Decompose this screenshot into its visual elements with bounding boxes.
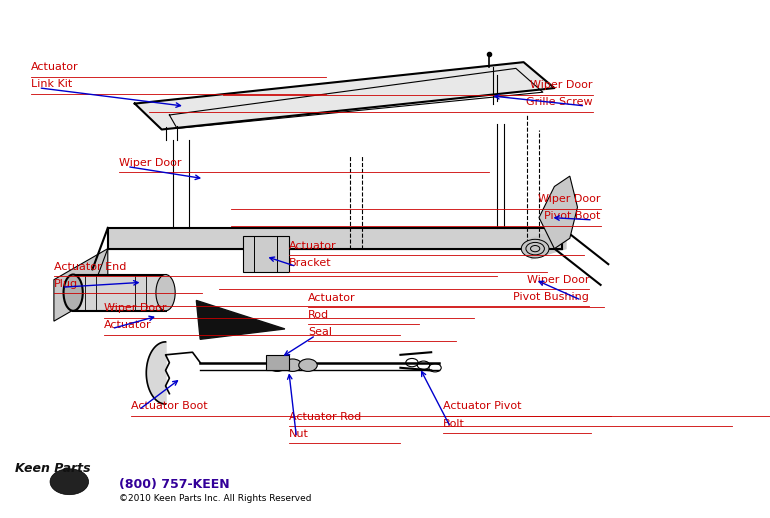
Polygon shape — [54, 249, 108, 321]
Text: Bolt: Bolt — [443, 419, 464, 428]
Ellipse shape — [156, 275, 176, 311]
Text: (800) 757-KEEN: (800) 757-KEEN — [119, 478, 230, 491]
Polygon shape — [146, 342, 166, 404]
Text: Wiper Door: Wiper Door — [104, 303, 166, 313]
Text: Pivot Boot: Pivot Boot — [544, 211, 601, 221]
Circle shape — [531, 246, 540, 252]
Text: Link Kit: Link Kit — [31, 79, 72, 89]
Text: Rod: Rod — [308, 310, 329, 320]
Text: Seal: Seal — [308, 327, 332, 337]
Circle shape — [526, 242, 544, 255]
Bar — [73, 275, 166, 311]
Text: Actuator: Actuator — [289, 241, 336, 251]
Circle shape — [283, 359, 302, 371]
Text: Actuator Boot: Actuator Boot — [131, 401, 208, 411]
Circle shape — [299, 359, 317, 371]
Text: Actuator: Actuator — [104, 320, 152, 330]
Text: Actuator End: Actuator End — [54, 262, 126, 271]
Text: Actuator: Actuator — [31, 62, 79, 72]
Polygon shape — [196, 300, 285, 339]
Text: Wiper Door: Wiper Door — [538, 194, 601, 204]
Ellipse shape — [63, 275, 83, 311]
Polygon shape — [531, 228, 566, 259]
Text: Bracket: Bracket — [289, 258, 331, 268]
Polygon shape — [266, 355, 289, 370]
Text: Pivot Bushing: Pivot Bushing — [513, 292, 589, 301]
Text: Wiper Door: Wiper Door — [531, 80, 593, 90]
Polygon shape — [243, 236, 289, 272]
Polygon shape — [539, 176, 578, 249]
Text: Wiper Door: Wiper Door — [119, 158, 182, 168]
Polygon shape — [135, 62, 554, 130]
Text: Grille Screw: Grille Screw — [526, 97, 593, 107]
Text: ©2010 Keen Parts Inc. All Rights Reserved: ©2010 Keen Parts Inc. All Rights Reserve… — [119, 494, 312, 503]
Text: Nut: Nut — [289, 429, 309, 439]
Text: Wiper Door: Wiper Door — [527, 275, 589, 284]
Circle shape — [268, 359, 286, 371]
Circle shape — [50, 469, 89, 495]
Text: Keen Parts: Keen Parts — [15, 462, 91, 475]
Circle shape — [521, 239, 549, 258]
Text: Plug: Plug — [54, 279, 78, 289]
Polygon shape — [108, 228, 562, 249]
Text: Actuator Pivot: Actuator Pivot — [443, 401, 521, 411]
Text: Actuator: Actuator — [308, 293, 356, 303]
Text: Actuator Rod: Actuator Rod — [289, 412, 361, 422]
